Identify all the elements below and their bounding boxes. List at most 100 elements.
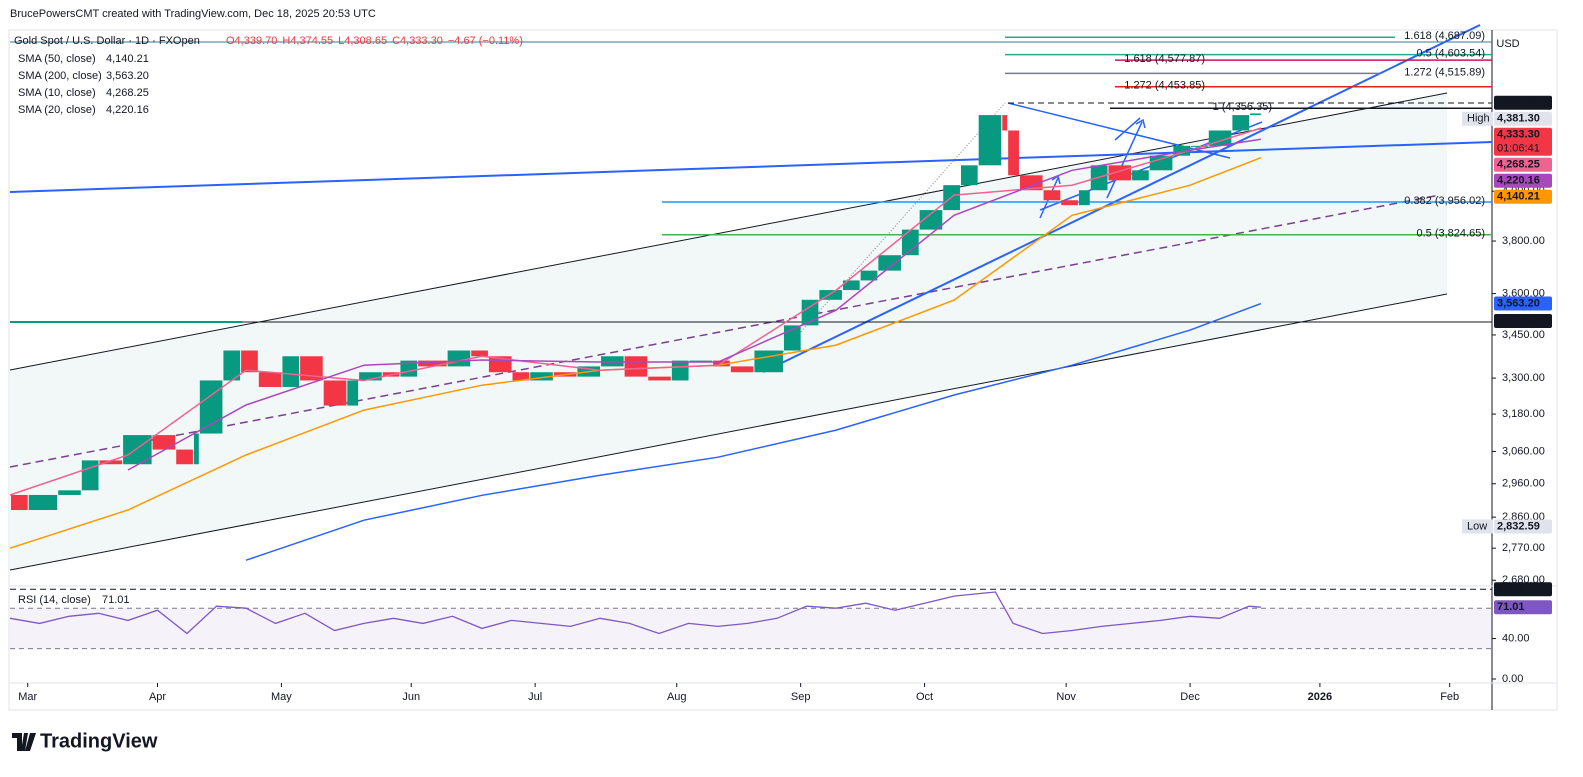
candle — [530, 372, 553, 381]
legend-name: SMA (200, close) — [18, 70, 102, 82]
price-badge — [1494, 313, 1552, 328]
legend-value: 3,563.20 — [106, 70, 149, 82]
ohlc-value: O4,339.70 — [226, 35, 277, 47]
price-badge — [1494, 296, 1552, 311]
candle — [1078, 190, 1090, 206]
x-tick-label: Mar — [18, 691, 37, 703]
price-badge-label: 4,140.21 — [1497, 191, 1540, 203]
x-tick-label: May — [271, 691, 292, 703]
candle — [754, 350, 783, 373]
candle — [801, 299, 819, 326]
x-tick-label: Feb — [1440, 691, 1459, 703]
legend-value: 4,140.21 — [106, 53, 149, 65]
candle — [282, 356, 300, 387]
currency[interactable]: USD — [1496, 38, 1519, 50]
price-badge-label: 71.01 — [1497, 601, 1525, 613]
price-badge-label: 2,832.59 — [1497, 520, 1540, 532]
candle — [418, 360, 447, 367]
price-badge-label: 88.78 — [1497, 583, 1525, 595]
currency-box[interactable] — [1494, 32, 1524, 54]
fib-label: 1 (4,356.35) — [1213, 101, 1272, 113]
trendline — [9, 141, 1493, 193]
projection — [764, 102, 1006, 373]
candle — [671, 360, 689, 381]
channel-upper — [9, 92, 1448, 371]
fib-label: 1.618 (4,687.09) — [1404, 30, 1485, 42]
y-tick-label: 3,600.00 — [1502, 287, 1545, 299]
candle — [960, 165, 978, 186]
candle — [1132, 170, 1149, 181]
logo-mark — [12, 733, 36, 751]
x-tick-label: Oct — [916, 691, 933, 703]
price-badge-label: 4,381.30 — [1497, 97, 1540, 109]
y-tick-label: 2,770.00 — [1502, 542, 1545, 554]
candle — [1043, 190, 1061, 201]
price-badge — [1494, 600, 1552, 615]
legend-name: SMA (50, close) — [18, 53, 96, 65]
candle — [258, 372, 282, 387]
legend-value: 4,268.25 — [106, 87, 149, 99]
candle — [901, 229, 919, 256]
price-badge — [1494, 582, 1552, 597]
y-tick-label: 3,450.00 — [1502, 329, 1545, 341]
channel-fill — [10, 93, 1447, 570]
candle — [978, 115, 1002, 166]
price-badge — [1494, 189, 1552, 204]
candle — [1061, 200, 1078, 206]
rsi-legend-value: 71.01 — [102, 594, 130, 606]
rsi-line — [9, 591, 1261, 635]
ohlc-value: C4,333.30 — [392, 35, 443, 47]
tag-box — [1462, 111, 1493, 126]
price-badge — [1494, 95, 1552, 110]
sma-line — [245, 302, 1262, 561]
candle — [81, 460, 99, 491]
candle — [359, 372, 382, 381]
ohlc: O4,339.70 H4,374.55 L4,308.65 C4,333.30 −4.6… — [226, 35, 523, 47]
x-tick-label: Aug — [667, 691, 687, 703]
candle — [223, 350, 241, 381]
x-tick-label: Jun — [402, 691, 420, 703]
countdown: 01:06:41 — [1497, 143, 1540, 155]
header: BrucePowersCMT created with TradingView.… — [10, 8, 376, 20]
candle — [1173, 145, 1191, 156]
candle — [300, 356, 323, 381]
x-tick-label: 2026 — [1308, 691, 1332, 703]
tag-label: High — [1467, 113, 1490, 125]
rsi-band — [10, 608, 1492, 649]
arrow — [1106, 118, 1146, 199]
fib-label: 1.618 (4,577.87) — [1124, 53, 1205, 65]
candle — [1019, 175, 1043, 191]
price-badge-label: 4,333.30 — [1497, 129, 1540, 141]
legend-name: SMA (20, close) — [18, 104, 96, 116]
x-tick-label: Apr — [149, 691, 166, 703]
candle — [1232, 115, 1250, 131]
candle — [176, 449, 193, 465]
y-tick-label: 3,180.00 — [1502, 408, 1545, 420]
price-badge — [1494, 173, 1552, 188]
fib-label: 0.5 (4,603.54) — [1417, 48, 1486, 60]
candle — [624, 356, 648, 377]
candle — [471, 350, 488, 357]
candle — [512, 372, 530, 381]
tag-label: Low — [1467, 520, 1487, 532]
candle — [878, 255, 901, 271]
tag-box — [1462, 519, 1493, 534]
ohlc-value: H4,374.55 — [282, 35, 333, 47]
rsi-legend-name: RSI (14, close) — [18, 594, 91, 606]
y-tick-label: 40.00 — [1502, 632, 1530, 644]
price-badge-label: 4,220.16 — [1497, 175, 1540, 187]
price-badge-label: 4,268.25 — [1497, 159, 1540, 171]
price-badge-label: 4,381.30 — [1497, 113, 1540, 125]
fib-label: 1.272 (4,453.85) — [1124, 80, 1205, 92]
x-tick-label: Dec — [1180, 691, 1200, 703]
channel-mid — [9, 194, 1441, 468]
sma-line — [9, 127, 1262, 496]
candle — [199, 380, 223, 434]
candle — [58, 490, 81, 495]
x-tick-label: Jul — [528, 691, 542, 703]
candle — [241, 350, 258, 373]
price-badge — [1494, 519, 1552, 534]
fib-label: 1.272 (4,515.89) — [1404, 66, 1485, 78]
candle — [11, 494, 28, 511]
